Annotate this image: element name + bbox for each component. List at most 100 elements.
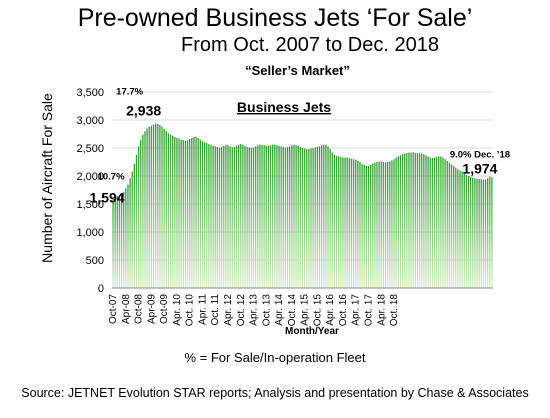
pct-annotation: 17.7% — [116, 86, 143, 97]
bar — [231, 147, 233, 288]
x-tick-label: Apr. 14 — [274, 294, 285, 326]
bar — [435, 156, 438, 288]
bar — [418, 153, 421, 288]
x-tick-label: Oct. 12 — [236, 294, 247, 327]
bar — [225, 144, 227, 288]
x-tick-label: Apr-09 — [146, 294, 157, 324]
bar — [335, 155, 338, 288]
bar — [310, 148, 312, 288]
bar — [289, 146, 291, 288]
bar — [276, 145, 278, 288]
bar — [284, 147, 287, 288]
x-tick-label: Apr. 13 — [249, 294, 260, 326]
bar — [469, 177, 472, 288]
bar — [127, 184, 129, 288]
bar — [372, 163, 374, 288]
x-tick-label: Oct. 17 — [363, 294, 374, 327]
annotations: 10.7% 1,594 17.7% 2,938 9.0% Dec. ’181,974 — [90, 86, 511, 205]
bar — [344, 157, 346, 288]
x-tick-label: Oct-09 — [159, 294, 170, 324]
bar — [265, 145, 267, 288]
bar — [450, 164, 453, 288]
bar — [299, 146, 302, 288]
bar — [484, 179, 487, 288]
bar — [393, 159, 395, 288]
bar — [293, 144, 295, 288]
x-tick-label: Apr. 12 — [223, 294, 234, 326]
bar — [255, 146, 257, 288]
bar — [399, 155, 402, 288]
bar — [384, 162, 387, 288]
x-tick-label: Apr. 17 — [351, 294, 362, 326]
bar — [261, 144, 263, 288]
y-tick-label: 0 — [98, 283, 104, 295]
bar — [459, 170, 461, 288]
x-tick-labels: Oct-07 Apr-08 Oct-08 Apr-09 Oct-09 Apr. 10 Oct… — [108, 294, 400, 327]
bar — [233, 146, 236, 288]
x-tick-label: Oct. 16 — [338, 294, 349, 327]
bar — [291, 145, 293, 288]
bar — [444, 159, 446, 288]
bar — [301, 148, 304, 288]
y-tick-label: 1,000 — [76, 227, 104, 239]
bar — [120, 193, 123, 288]
bar — [333, 154, 336, 288]
bar — [169, 134, 172, 288]
bar — [140, 140, 142, 288]
bar — [480, 179, 482, 288]
value-annotation: 1,594 — [90, 190, 125, 206]
bar — [427, 156, 429, 288]
value-annotation: 2,938 — [126, 102, 161, 118]
y-tick-labels: 0 500 1,000 1,500 2,000 2,500 3,000 3,500 — [76, 87, 104, 295]
bar — [161, 126, 163, 288]
x-tick-label: Apr. 18 — [376, 294, 387, 326]
bar — [157, 123, 159, 288]
bar — [414, 153, 416, 288]
bar — [391, 160, 393, 288]
bar — [118, 195, 121, 288]
bar — [229, 146, 231, 288]
bar — [257, 145, 259, 288]
bar — [314, 147, 316, 288]
bar — [269, 145, 272, 288]
bar — [159, 125, 161, 288]
bar — [237, 144, 240, 288]
bar — [286, 146, 289, 288]
x-tick-label: Oct. 13 — [261, 294, 272, 327]
bar — [267, 145, 270, 288]
bar — [148, 126, 150, 288]
x-tick-label: Apr. 11 — [197, 294, 208, 325]
bar — [369, 164, 372, 288]
bar — [463, 173, 465, 288]
x-tick-label: Apr. 15 — [300, 294, 311, 326]
bar — [201, 141, 204, 288]
series-label: Business Jets — [237, 99, 331, 115]
bar — [367, 165, 370, 288]
bar — [123, 191, 125, 288]
bar — [397, 156, 399, 288]
bar — [465, 174, 468, 288]
bar — [135, 154, 138, 288]
bar — [131, 171, 133, 288]
bar — [227, 145, 229, 288]
bar — [129, 178, 131, 288]
bar — [306, 149, 308, 288]
bar — [246, 146, 248, 288]
bar — [346, 157, 348, 288]
y-tick-label: 1,500 — [76, 199, 104, 211]
bar — [374, 162, 376, 288]
bar — [327, 146, 329, 288]
bar — [401, 154, 404, 288]
bar — [259, 144, 261, 288]
y-tick-label: 3,500 — [76, 87, 104, 99]
bar — [491, 177, 493, 288]
x-tick-label: Apr-08 — [121, 294, 132, 324]
bar — [323, 144, 325, 288]
bar — [163, 128, 165, 288]
bar — [220, 146, 223, 288]
bar — [214, 146, 216, 288]
bar — [180, 139, 182, 288]
bar — [150, 125, 153, 288]
bar — [329, 149, 331, 288]
